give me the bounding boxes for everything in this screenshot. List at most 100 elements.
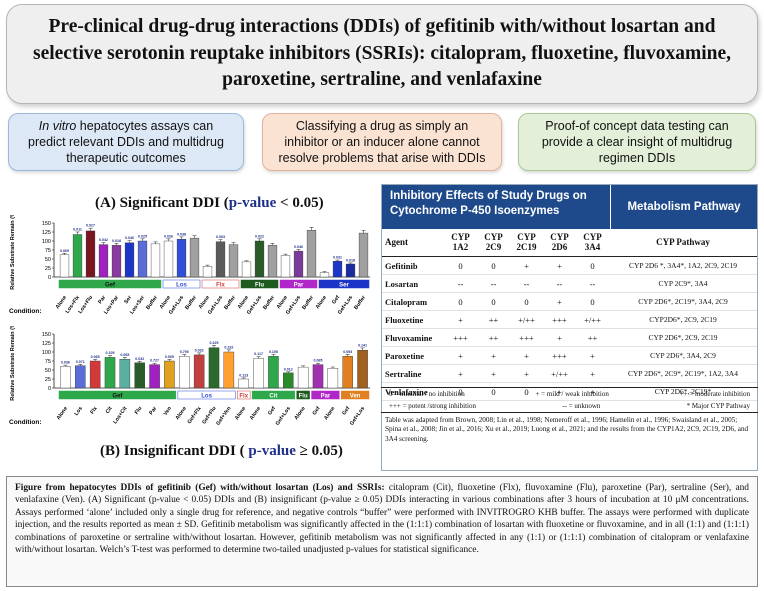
bar (163, 240, 174, 278)
category-label: Los+Cit (112, 406, 128, 426)
bar (85, 230, 96, 278)
inhibition-cell: + (543, 328, 576, 347)
pathway-cell: CYP 2D6*, 2C19*, 3A4, 2C9 (609, 292, 757, 311)
bar (149, 364, 160, 389)
cyp-table-panel: Inhibitory Effects of Study Drugs on Cyt… (381, 184, 758, 471)
category-label: Alone (315, 295, 328, 311)
group-box (251, 390, 295, 400)
legend-item: * Major CYP Pathway (686, 402, 750, 410)
chart-a-title-prefix: (A) Significant DDI ( (95, 195, 229, 211)
data-label: 0.036 (61, 361, 70, 365)
column-header: CYP 2C19 (510, 229, 543, 257)
table-row: Citalopram 0 0 0 +0 CYP 2D6*, 2C19*, 3A4, 2C9 (382, 292, 757, 311)
y-tick-label: 0 (48, 275, 51, 281)
inhibition-cell: -- (576, 274, 609, 293)
bar (124, 242, 135, 278)
legend-row: +++ = potent /strong inhibition -- = unk… (381, 400, 758, 412)
bar (345, 263, 356, 278)
data-label: 0.025 (138, 234, 147, 238)
group-label: Los (201, 394, 212, 400)
chart-a-title: (A) Significant DDI (p-value < 0.05) (95, 195, 324, 212)
column-header: Agent (382, 229, 444, 257)
category-label: Alone (293, 406, 306, 422)
y-axis-label: Relative Substrate Remain (%) (10, 326, 16, 401)
data-label: 0.123 (239, 373, 248, 377)
bar (111, 245, 122, 278)
legend-item: 0 = minimal / no inhibition (389, 390, 465, 398)
category-label: Flu (134, 406, 143, 416)
inhibition-cell: 0 (510, 382, 543, 401)
table-note: Table was adapted from Brown, 2008; Lin … (385, 416, 749, 443)
group-label: Ser (339, 283, 349, 289)
category-label: Gef+Ven (215, 406, 232, 427)
table-body: Gefitinib 0 0 + +0 CYP 2D6 *, 3A4*, 1A2, 2C9,… (382, 256, 757, 401)
bar (283, 372, 294, 389)
group-label: Gef (105, 283, 116, 289)
inhibition-cell: + (477, 364, 510, 383)
bar (319, 272, 330, 278)
key-point-3: Proof-of concept data testing can provid… (518, 113, 756, 171)
category-label: Ser (123, 295, 133, 305)
inhibition-cell: + (510, 346, 543, 365)
bar (312, 364, 324, 389)
group-label: Flu (255, 283, 264, 289)
data-label: 0.065 (165, 355, 174, 359)
data-label: 0.038 (177, 232, 186, 236)
inhibition-cell: + (543, 382, 576, 401)
group-box (237, 390, 251, 400)
category-label: Cit (105, 406, 114, 415)
data-label: 0.141 (358, 343, 367, 347)
data-label: 0.065 (314, 359, 323, 363)
bar (223, 351, 235, 389)
key-point-3-text: Proof-of concept data testing can provid… (541, 118, 733, 166)
key-point-1: In vitro hepatocytes assays can predict … (8, 113, 244, 171)
bar (75, 365, 86, 389)
data-label: 0.032 (135, 357, 144, 361)
key-point-1-text: hepatocytes assays can predict relevant … (28, 118, 224, 166)
data-label: 0.012 (284, 367, 293, 371)
bar (253, 358, 264, 389)
inhibition-cell: -- (543, 274, 576, 293)
bar (268, 356, 279, 389)
category-label: Buffer (145, 295, 159, 311)
key-point-1-italic: In vitro (38, 118, 77, 133)
inhibition-cell: ++ (576, 328, 609, 347)
legend-item: -- = unknown (562, 402, 601, 410)
condition-label: Condition: (9, 419, 42, 426)
bar (72, 234, 83, 278)
inhibition-cell: + (510, 364, 543, 383)
category-label: Alone (175, 406, 188, 422)
y-tick-label: 150 (42, 332, 51, 338)
category-label: Buffer (301, 295, 315, 311)
y-tick-label: 50 (45, 257, 51, 263)
data-label: 0.727 (150, 359, 159, 363)
chart-b: Relative Substrate Remain (%) 0 25 50 75 100 1… (9, 326, 370, 427)
inhibition-cell: +/++ (543, 364, 576, 383)
data-label: 0.105 (269, 350, 278, 354)
category-label: Par (148, 406, 158, 416)
group-box (58, 279, 162, 289)
y-tick-label: 75 (45, 359, 51, 365)
agent-cell: Gefitinib (382, 256, 444, 275)
data-label: 0.117 (254, 352, 263, 356)
column-header: CYP 1A2 (444, 229, 477, 257)
y-tick-label: 0 (48, 386, 51, 392)
y-tick-label: 25 (45, 266, 51, 272)
category-label: Buffer (262, 295, 276, 311)
data-label: 0.018 (112, 239, 121, 243)
bar (193, 354, 205, 389)
bar (137, 240, 148, 278)
inhibition-cell: + (576, 382, 609, 401)
inhibition-cell: ++ (477, 310, 510, 329)
bar (238, 378, 249, 389)
legend-item: ++ = moderate inhibition (679, 390, 750, 398)
bar (89, 360, 101, 389)
group-box (58, 390, 177, 400)
data-label: 0.026 (164, 234, 173, 238)
inhibition-cell: 0 (477, 256, 510, 275)
inhibition-cell: +/++ (510, 310, 543, 329)
inhibition-cell: + (576, 364, 609, 383)
group-label: Flu (299, 394, 308, 400)
legend-item: + = mild / weak inhibition (535, 390, 609, 398)
pathway-cell: CYP 2D6*, 3A4, 2C9 (609, 346, 757, 365)
